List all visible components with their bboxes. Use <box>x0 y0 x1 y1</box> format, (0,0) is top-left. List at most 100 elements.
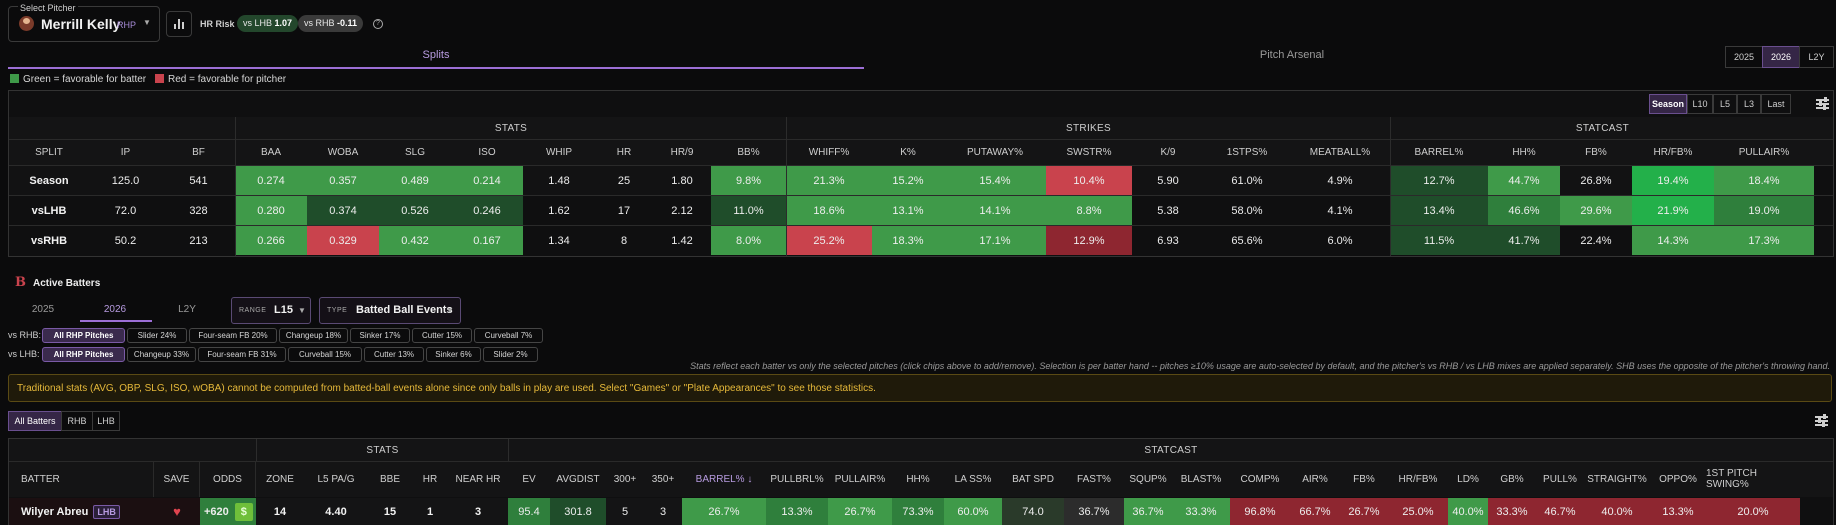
batters-col-bbe[interactable]: BBE <box>379 473 400 485</box>
batter-name[interactable]: Wilyer Abreu <box>21 505 89 518</box>
batters-tab-2025[interactable]: 2025 <box>31 304 55 315</box>
splits-col-hr-fb-: HR/FB% <box>1653 146 1693 158</box>
batter-stat-cell: 26.7% <box>828 498 892 525</box>
splits-group-stats: STATS <box>235 117 786 139</box>
batters-col-air-[interactable]: AIR% <box>1302 473 1328 485</box>
splits-cell: 0.526 <box>379 196 451 225</box>
batters-col-l5-pa-g[interactable]: L5 PA/G <box>317 473 355 485</box>
batter-name-cell[interactable]: Wilyer Abreu LHB <box>9 498 154 525</box>
tab-pitch-arsenal[interactable]: Pitch Arsenal <box>1259 49 1325 61</box>
splits-col-slg: SLG <box>404 146 425 158</box>
splits-cell: 541 <box>162 166 235 195</box>
batters-col-squp-[interactable]: SQUP% <box>1129 473 1167 485</box>
pitch-chip-slider-24-[interactable]: Slider 24% <box>127 328 187 343</box>
batters-col-1st-pitch-swing-[interactable]: 1ST PITCH SWING% <box>1706 468 1757 490</box>
splits-cell: 18.4% <box>1714 166 1814 195</box>
splits-cell: 6.0% <box>1290 226 1390 255</box>
batters-tab-2026[interactable]: 2026 <box>103 304 127 315</box>
splits-cell: 1.48 <box>523 166 595 195</box>
batters-col-straight-[interactable]: STRAIGHT% <box>1587 473 1647 485</box>
pitch-chip-all-rhp-pitches[interactable]: All RHP Pitches <box>42 328 125 343</box>
pitch-chip-cutter-15-[interactable]: Cutter 15% <box>412 328 472 343</box>
pitch-chip-slider-2-[interactable]: Slider 2% <box>483 347 538 362</box>
batter-stat-cell: 14 <box>256 498 304 525</box>
range-seg-l10[interactable]: L10 <box>1687 94 1713 114</box>
range-dropdown[interactable]: RANGE L15 ▼ <box>231 297 311 324</box>
splits-cell: 6.93 <box>1132 226 1204 255</box>
vs-rhb-label: vs RHB: <box>8 330 42 340</box>
splits-cell: 4.1% <box>1290 196 1390 225</box>
splits-col-swstr-: SWSTR% <box>1066 146 1112 158</box>
range-seg-l3[interactable]: L3 <box>1737 94 1761 114</box>
settings-sliders-icon[interactable] <box>1815 414 1828 427</box>
pitch-chip-four-seam-fb-31-[interactable]: Four-seam FB 31% <box>198 347 286 362</box>
splits-col-k-: K% <box>900 146 916 158</box>
year-l2y-button[interactable]: L2Y <box>1799 46 1834 68</box>
batter-stat-cell: 66.7% <box>1290 498 1340 525</box>
batters-col-pullair-[interactable]: PULLAIR% <box>834 473 886 485</box>
batters-col-save: SAVE <box>154 461 200 497</box>
splits-cell: 0.266 <box>235 226 307 255</box>
splits-cell: 1.42 <box>653 226 711 255</box>
pitch-chip-all-rhp-pitches[interactable]: All RHP Pitches <box>42 347 125 362</box>
pitch-chip-changeup-33-[interactable]: Changeup 33% <box>127 347 196 362</box>
batters-col-comp-[interactable]: COMP% <box>1240 473 1280 485</box>
batters-tab-l2y[interactable]: L2Y <box>178 304 196 315</box>
splits-cell: 0.246 <box>451 196 523 225</box>
splits-cell: 1.80 <box>653 166 711 195</box>
hr-risk-vs-lhb: vs LHB 1.07 <box>237 15 299 32</box>
pitch-chip-curveball-7-[interactable]: Curveball 7% <box>474 328 543 343</box>
batters-col-fb-[interactable]: FB% <box>1353 473 1375 485</box>
splits-cell: 25.2% <box>786 226 872 255</box>
chart-button[interactable] <box>166 11 192 37</box>
range-seg-l5[interactable]: L5 <box>1713 94 1737 114</box>
range-seg-last[interactable]: Last <box>1761 94 1791 114</box>
batters-col-blast-[interactable]: BLAST% <box>1180 473 1222 485</box>
range-seg-season[interactable]: Season <box>1649 94 1687 114</box>
batters-col-hr-fb-[interactable]: HR/FB% <box>1398 473 1438 485</box>
batters-col-bat-spd[interactable]: BAT SPD <box>1012 473 1054 485</box>
batters-col-hr[interactable]: HR <box>422 473 438 485</box>
batters-col-la-ss-[interactable]: LA SS% <box>954 473 992 485</box>
batters-col-350-[interactable]: 350+ <box>651 473 675 485</box>
split-row-label: vsLHB <box>9 196 89 225</box>
heart-icon[interactable]: ♥ <box>154 498 200 525</box>
batters-col-ev[interactable]: EV <box>522 473 536 485</box>
bet-icon[interactable]: $ <box>234 502 253 521</box>
pitch-chip-sinker-17-[interactable]: Sinker 17% <box>350 328 410 343</box>
batters-col-ld-[interactable]: LD% <box>1457 473 1479 485</box>
year-2026-button[interactable]: 2026 <box>1762 46 1800 68</box>
type-dropdown[interactable]: TYPE Batted Ball Events ▼ <box>319 297 461 324</box>
batters-col-pullbrl-[interactable]: PULLBRL% <box>770 473 824 485</box>
settings-sliders-icon[interactable] <box>1816 97 1829 110</box>
batters-col-gb-[interactable]: GB% <box>1500 473 1524 485</box>
pitch-chip-cutter-13-[interactable]: Cutter 13% <box>364 347 424 362</box>
batters-col-barrel-[interactable]: BARREL% ↓ <box>695 473 753 485</box>
filter-lhb[interactable]: LHB <box>92 411 120 431</box>
pitch-chip-sinker-6-[interactable]: Sinker 6% <box>426 347 481 362</box>
batters-col-pull-[interactable]: PULL% <box>1543 473 1577 485</box>
batters-col-fast-[interactable]: FAST% <box>1077 473 1111 485</box>
batters-col-avgdist[interactable]: AVGDIST <box>556 473 600 485</box>
filter-all-batters[interactable]: All Batters <box>8 411 62 431</box>
pitch-chip-four-seam-fb-20-[interactable]: Four-seam FB 20% <box>189 328 277 343</box>
batters-col-300-[interactable]: 300+ <box>613 473 637 485</box>
splits-cell: 0.489 <box>379 166 451 195</box>
batters-col-near-hr[interactable]: NEAR HR <box>455 473 501 485</box>
batter-stat-cell: 36.7% <box>1064 498 1124 525</box>
bar-chart-icon <box>174 19 184 29</box>
filter-rhb[interactable]: RHB <box>61 411 93 431</box>
tab-splits[interactable]: Splits <box>422 49 450 61</box>
batters-col-oppo-[interactable]: OPPO% <box>1659 473 1697 485</box>
splits-cell: 50.2 <box>89 226 162 255</box>
pitch-chip-curveball-15-[interactable]: Curveball 15% <box>288 347 362 362</box>
year-2025-button[interactable]: 2025 <box>1725 46 1763 68</box>
splits-cell: 61.0% <box>1204 166 1290 195</box>
splits-col-iso: ISO <box>478 146 496 158</box>
splits-cell: 19.0% <box>1714 196 1814 225</box>
batters-col-zone[interactable]: ZONE <box>266 473 294 485</box>
batters-col-hh-[interactable]: HH% <box>906 473 930 485</box>
pitcher-select[interactable]: Merrill Kelly RHP ▼ <box>8 6 160 42</box>
info-icon[interactable]: ? <box>373 19 383 29</box>
pitch-chip-changeup-18-[interactable]: Changeup 18% <box>279 328 348 343</box>
